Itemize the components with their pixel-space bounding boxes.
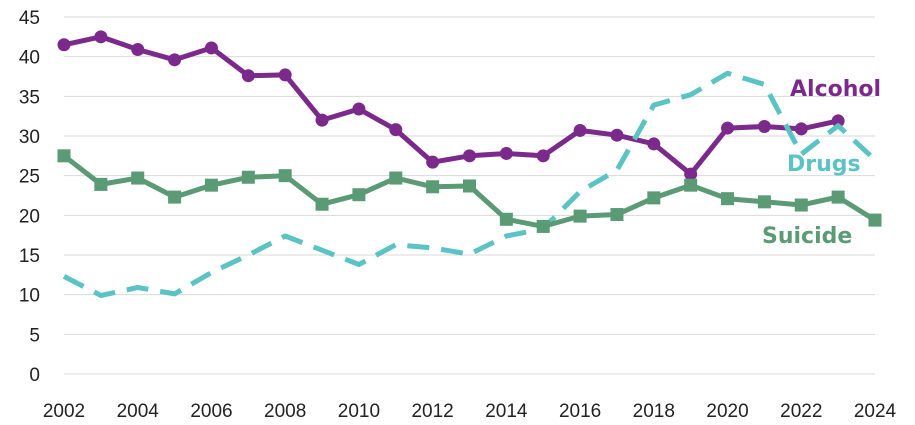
series-line-drugs	[62, 70, 877, 298]
data-point-suicide	[463, 179, 476, 193]
data-point-suicide	[721, 192, 735, 206]
y-tick-label: 15	[19, 246, 40, 267]
y-tick-label: 5	[29, 325, 40, 346]
series-labels: Alcohol Drugs Suicide	[762, 77, 881, 249]
data-point-alcohol	[463, 149, 476, 163]
data-point-suicide	[757, 195, 771, 209]
y-tick-label: 25	[19, 167, 40, 188]
y-tick-label: 35	[19, 87, 40, 108]
data-point-alcohol	[168, 53, 182, 67]
x-tick-label: 2006	[190, 401, 232, 422]
data-point-alcohol	[721, 121, 735, 135]
data-point-suicide	[426, 180, 440, 194]
data-point-alcohol	[794, 122, 808, 136]
data-point-suicide	[241, 170, 255, 184]
series-label-suicide: Suicide	[762, 224, 852, 249]
data-point-alcohol	[647, 137, 661, 151]
data-point-alcohol	[131, 43, 145, 57]
series-line-alcohol	[61, 34, 841, 177]
data-point-alcohol	[831, 114, 845, 128]
data-point-suicide	[94, 177, 108, 191]
data-point-alcohol	[499, 146, 513, 160]
y-tick-label: 30	[19, 127, 40, 148]
x-tick-label: 2002	[43, 401, 85, 422]
data-point-suicide	[647, 191, 661, 205]
data-point-suicide	[389, 171, 403, 185]
data-point-alcohol	[757, 119, 771, 133]
y-tick-label: 40	[19, 48, 40, 69]
gridlines	[64, 16, 875, 375]
data-point-suicide	[278, 169, 292, 183]
data-point-suicide	[499, 212, 513, 226]
data-point-suicide	[352, 188, 366, 202]
data-point-alcohol	[241, 69, 255, 83]
data-point-alcohol	[536, 149, 550, 163]
y-tick-label: 10	[19, 286, 40, 307]
data-point-suicide	[131, 171, 145, 185]
x-tick-label: 2016	[559, 401, 601, 422]
data-point-alcohol	[315, 113, 329, 127]
data-point-suicide	[831, 190, 845, 204]
x-tick-label: 2008	[264, 401, 306, 422]
data-point-suicide	[204, 178, 218, 192]
series-lines	[57, 30, 882, 298]
data-point-suicide	[536, 219, 550, 233]
x-tick-label: 2014	[485, 401, 528, 422]
x-axis-tick-labels: 2002 2004 2006 2008 2010 2012 2014 2016 2018 2020…	[43, 401, 897, 422]
series-label-drugs: Drugs	[787, 152, 861, 177]
data-point-alcohol	[204, 41, 218, 55]
y-tick-label: 45	[19, 8, 40, 29]
y-tick-label: 0	[29, 365, 40, 386]
x-tick-label: 2012	[411, 401, 453, 422]
data-point-suicide	[868, 213, 882, 227]
data-point-suicide	[610, 208, 624, 222]
x-tick-label: 2018	[633, 401, 675, 422]
data-point-alcohol	[573, 123, 587, 137]
data-point-suicide	[57, 149, 71, 163]
data-point-alcohol	[57, 38, 71, 52]
data-point-alcohol	[426, 155, 440, 169]
x-tick-label: 2024	[854, 401, 897, 422]
data-point-suicide	[315, 197, 329, 211]
data-point-alcohol	[278, 68, 292, 82]
x-tick-label: 2022	[780, 401, 822, 422]
x-tick-label: 2004	[117, 401, 160, 422]
y-tick-label: 20	[19, 206, 40, 227]
series-markers-suicide	[57, 149, 882, 233]
data-point-alcohol	[610, 128, 624, 142]
series-markers-alcohol	[57, 30, 845, 181]
y-axis-tick-labels: 0 5 10 15 20 25 30 35 40 45	[19, 8, 40, 386]
data-point-alcohol	[684, 167, 698, 181]
data-point-alcohol	[352, 102, 366, 116]
data-point-suicide	[573, 209, 587, 223]
x-tick-label: 2020	[706, 401, 748, 422]
data-point-suicide	[794, 198, 808, 212]
data-point-alcohol	[94, 30, 108, 44]
x-tick-label: 2010	[338, 401, 380, 422]
data-point-alcohol	[389, 123, 403, 137]
data-point-suicide	[684, 178, 698, 192]
series-label-alcohol: Alcohol	[790, 77, 881, 102]
data-point-suicide	[168, 190, 182, 204]
